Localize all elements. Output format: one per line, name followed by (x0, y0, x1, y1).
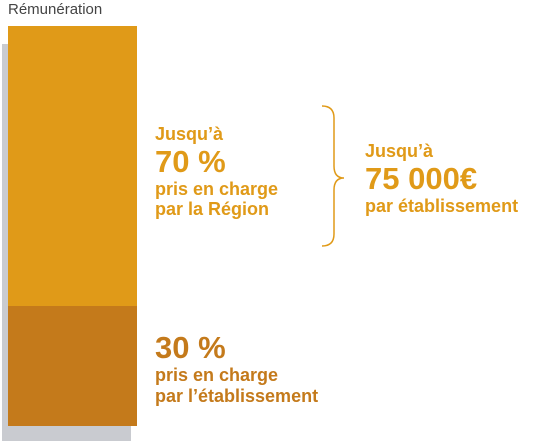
label-etablissement-line3: par l’établissement (155, 385, 319, 406)
label-region: Jusqu’à 70 % pris en charge par la Régio… (155, 124, 278, 220)
label-etablissement-line2: pris en charge (155, 365, 279, 386)
label-region-value: 70 % (155, 143, 226, 179)
label-max-suffix: par établissement (365, 195, 519, 216)
label-max-prefix: Jusqu’à (365, 141, 434, 161)
label-etablissement-value: 30 % (155, 330, 226, 365)
label-region-line4: par la Région (155, 199, 270, 220)
label-region-line3: pris en charge (155, 178, 279, 199)
bar-segment-etablissement (8, 306, 137, 426)
label-region-prefix: Jusqu’à (155, 124, 224, 144)
chart-title: Rémunération (8, 1, 103, 18)
brace-icon (321, 105, 345, 247)
bar-segment-region (8, 26, 137, 306)
label-max-value: 75 000€ (365, 160, 478, 196)
label-max-amount: Jusqu’à 75 000€ par établissement (365, 141, 518, 216)
label-etablissement: 30 % pris en charge par l’établissement (155, 330, 319, 406)
